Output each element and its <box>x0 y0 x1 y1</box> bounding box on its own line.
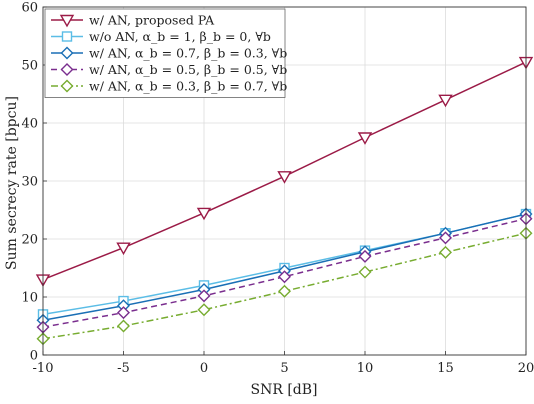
legend-label: w/ AN, proposed PA <box>89 13 215 28</box>
y-tick-label: 40 <box>21 117 38 132</box>
legend-label: w/o AN, α_b = 1, β_b = 0, ∀b <box>89 29 271 44</box>
x-tick-label: -5 <box>117 361 130 376</box>
data-point <box>117 319 130 333</box>
legend-marker <box>60 63 74 76</box>
y-tick-label: 30 <box>21 175 38 190</box>
x-tick-label: 20 <box>518 361 534 376</box>
legend-label: w/ AN, α_b = 0.7, β_b = 0.3, ∀b <box>89 46 287 61</box>
x-tick-label: 5 <box>280 361 288 376</box>
legend-item: w/ AN, α_b = 0.3, β_b = 0.7, ∀b <box>51 79 287 94</box>
tick-labels: -10 -5 0 5 10 15 20 0 10 20 30 40 50 60 <box>21 1 534 377</box>
legend-box <box>44 8 286 98</box>
legend-item: w/ AN, α_b = 0.7, β_b = 0.3, ∀b <box>51 46 287 61</box>
data-point <box>278 270 291 284</box>
y-tick-label: 60 <box>21 1 38 16</box>
data-point <box>358 249 372 263</box>
axes <box>42 6 527 356</box>
legend-label: w/ AN, α_b = 0.3, β_b = 0.7, ∀b <box>89 79 287 94</box>
legend-marker <box>60 46 74 60</box>
data-point <box>197 289 211 303</box>
data-point <box>117 306 130 320</box>
x-tick-label: 15 <box>437 361 454 376</box>
data-point <box>358 265 372 279</box>
data-point <box>116 242 131 256</box>
data-point <box>438 94 453 108</box>
plot-frame <box>42 6 527 356</box>
y-tick-label: 20 <box>21 233 38 248</box>
legend-marker <box>60 79 74 93</box>
data-point <box>439 231 452 245</box>
legend-item: w/ AN, α_b = 0.5, β_b = 0.5, ∀b <box>51 62 287 77</box>
x-tick-label: -10 <box>33 361 54 376</box>
y-tick-label: 0 <box>30 349 38 364</box>
legend-marker <box>61 31 73 42</box>
data-point <box>277 171 292 184</box>
data-point <box>196 207 212 221</box>
x-tick-label: 0 <box>200 361 208 376</box>
series-4 <box>36 212 533 334</box>
y-tick-label: 50 <box>21 59 38 74</box>
series-1 <box>35 56 534 288</box>
y-tick-label: 10 <box>21 291 38 306</box>
x-tick-label: 10 <box>357 361 374 376</box>
legend: w/ AN, proposed PAw/o AN, α_b = 1, β_b =… <box>44 8 287 98</box>
data-point <box>357 132 373 145</box>
data-point <box>197 303 211 317</box>
data-point <box>278 284 291 298</box>
y-axis-title: Sum secrecy rate [bpcu] <box>4 96 20 270</box>
legend-marker <box>59 14 75 28</box>
series-5 <box>36 226 533 346</box>
legend-item: w/ AN, proposed PA <box>51 13 215 28</box>
x-axis-title: SNR [dB] <box>250 382 317 398</box>
legend-item: w/o AN, α_b = 1, β_b = 0, ∀b <box>51 29 271 44</box>
data-point <box>439 245 452 259</box>
legend-label: w/ AN, α_b = 0.5, β_b = 0.5, ∀b <box>89 62 287 77</box>
